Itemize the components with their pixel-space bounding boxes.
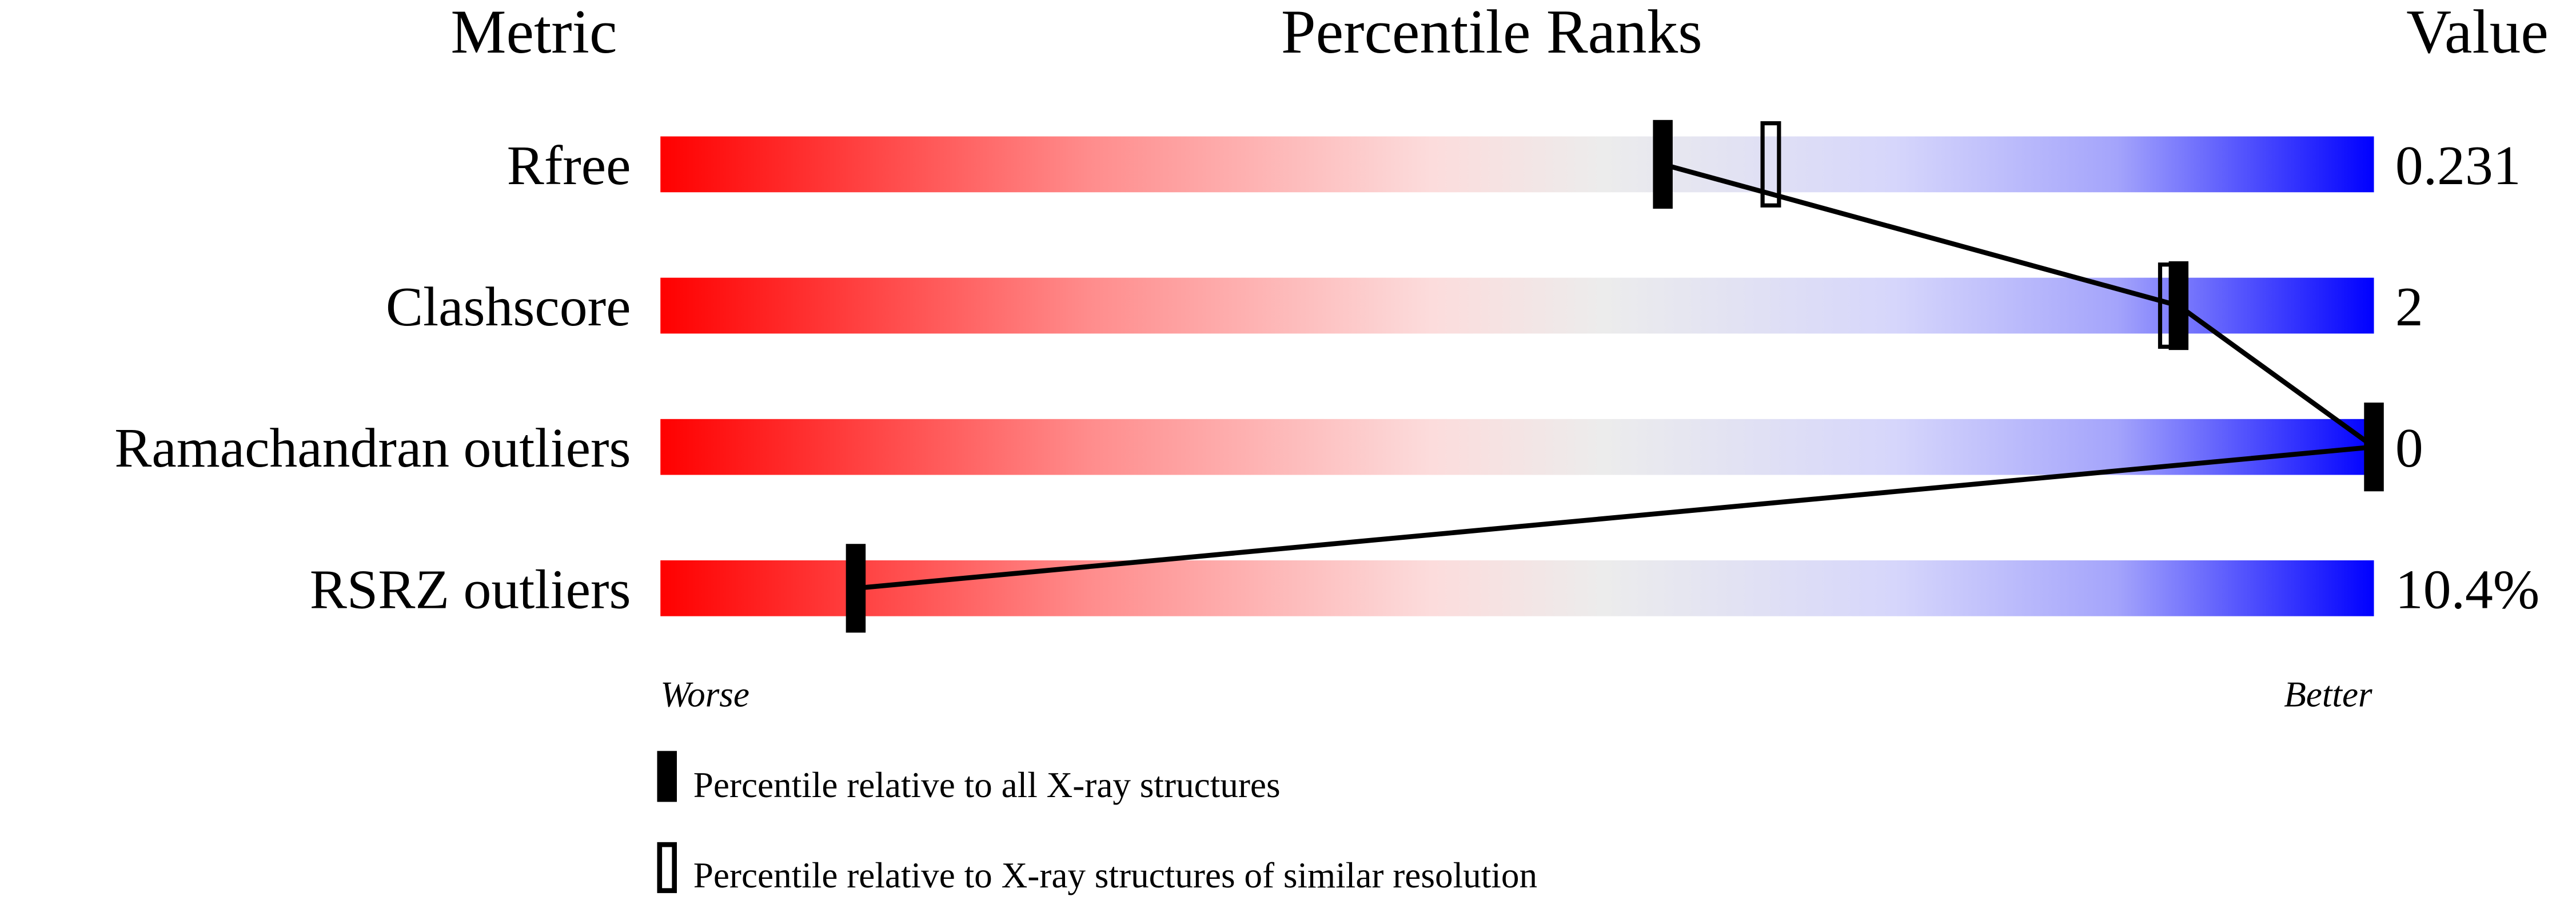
legend-open-marker — [657, 842, 677, 893]
legend-label-all: Percentile relative to all X-ray structu… — [693, 765, 1281, 805]
percentile-all-marker — [1653, 120, 1673, 209]
legend-filled-marker — [657, 751, 677, 802]
metric-value: 0.231 — [2395, 135, 2521, 197]
metric-value: 10.4% — [2395, 559, 2539, 620]
axis-worse-label: Worse — [660, 675, 749, 715]
metric-label: RSRZ outliers — [310, 559, 631, 620]
header-metric: Metric — [450, 0, 617, 66]
percentile-connector-line — [855, 162, 2381, 591]
metric-label: Clashscore — [386, 276, 631, 338]
metric-label: Rfree — [507, 135, 631, 197]
percentile-bar — [660, 136, 2374, 193]
percentile-bar — [660, 277, 2374, 334]
metric-label: Ramachandran outliers — [114, 417, 631, 479]
metric-value: 2 — [2395, 276, 2423, 338]
axis-better-label: Better — [2284, 675, 2372, 715]
legend-label-similar: Percentile relative to X-ray structures … — [693, 855, 1537, 895]
metric-value: 0 — [2395, 417, 2423, 479]
percentile-bar — [660, 560, 2374, 616]
percentile-all-marker — [846, 544, 866, 633]
percentile-all-marker — [2364, 403, 2384, 492]
header-percentile-ranks: Percentile Ranks — [1281, 0, 1702, 66]
percentile-all-marker — [2168, 261, 2189, 351]
percentile-similar-marker — [1760, 121, 1781, 208]
percentile-bar — [660, 419, 2374, 475]
header-value: Value — [2406, 0, 2549, 66]
